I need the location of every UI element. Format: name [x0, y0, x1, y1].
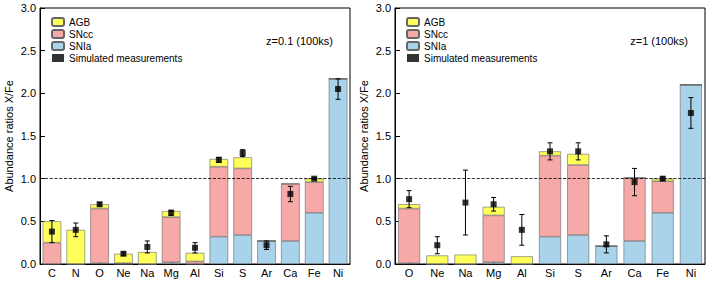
- svg-text:Na: Na: [458, 267, 473, 279]
- svg-text:Al: Al: [190, 267, 200, 279]
- svg-text:Ar: Ar: [601, 267, 612, 279]
- svg-text:2.0: 2.0: [376, 87, 391, 99]
- svg-text:Ar: Ar: [261, 267, 272, 279]
- svg-text:SNIa: SNIa: [69, 41, 92, 52]
- svg-text:Simulated measurements: Simulated measurements: [69, 53, 182, 64]
- svg-text:SNIa: SNIa: [424, 41, 447, 52]
- svg-text:0.0: 0.0: [21, 258, 36, 270]
- svg-text:S: S: [239, 267, 246, 279]
- svg-text:1.5: 1.5: [376, 130, 391, 142]
- svg-text:AGB: AGB: [424, 17, 445, 28]
- svg-text:Mg: Mg: [486, 267, 501, 279]
- svg-text:z=0.1 (100ks): z=0.1 (100ks): [266, 35, 333, 47]
- svg-text:Si: Si: [545, 267, 555, 279]
- svg-text:Ca: Ca: [628, 267, 643, 279]
- svg-text:1.5: 1.5: [21, 130, 36, 142]
- svg-text:1.0: 1.0: [376, 173, 391, 185]
- svg-text:0.5: 0.5: [21, 215, 36, 227]
- svg-text:Abundance ratios X/Fe: Abundance ratios X/Fe: [358, 80, 370, 192]
- svg-text:1.0: 1.0: [21, 173, 36, 185]
- svg-text:2.5: 2.5: [21, 45, 36, 57]
- svg-text:Ni: Ni: [333, 267, 343, 279]
- svg-text:Fe: Fe: [308, 267, 321, 279]
- svg-text:Mg: Mg: [164, 267, 179, 279]
- svg-text:SNcc: SNcc: [424, 29, 448, 40]
- svg-text:0.5: 0.5: [376, 215, 391, 227]
- svg-text:O: O: [405, 267, 414, 279]
- svg-text:O: O: [95, 267, 104, 279]
- svg-text:2.0: 2.0: [21, 87, 36, 99]
- svg-text:Ni: Ni: [686, 267, 696, 279]
- svg-text:3.0: 3.0: [21, 2, 36, 14]
- svg-text:Al: Al: [517, 267, 527, 279]
- svg-text:0.0: 0.0: [376, 258, 391, 270]
- svg-text:Na: Na: [140, 267, 155, 279]
- svg-text:S: S: [575, 267, 582, 279]
- svg-text:AGB: AGB: [69, 17, 90, 28]
- svg-text:Simulated measurements: Simulated measurements: [424, 53, 537, 64]
- svg-text:Si: Si: [214, 267, 224, 279]
- svg-text:N: N: [72, 267, 80, 279]
- svg-text:Ca: Ca: [283, 267, 298, 279]
- svg-text:C: C: [48, 267, 56, 279]
- svg-text:Fe: Fe: [656, 267, 669, 279]
- svg-text:Ne: Ne: [430, 267, 444, 279]
- svg-text:z=1 (100ks): z=1 (100ks): [630, 35, 688, 47]
- svg-text:3.0: 3.0: [376, 2, 391, 14]
- svg-text:SNcc: SNcc: [69, 29, 93, 40]
- svg-text:Abundance ratios X/Fe: Abundance ratios X/Fe: [3, 80, 15, 192]
- svg-text:2.5: 2.5: [376, 45, 391, 57]
- svg-text:Ne: Ne: [116, 267, 130, 279]
